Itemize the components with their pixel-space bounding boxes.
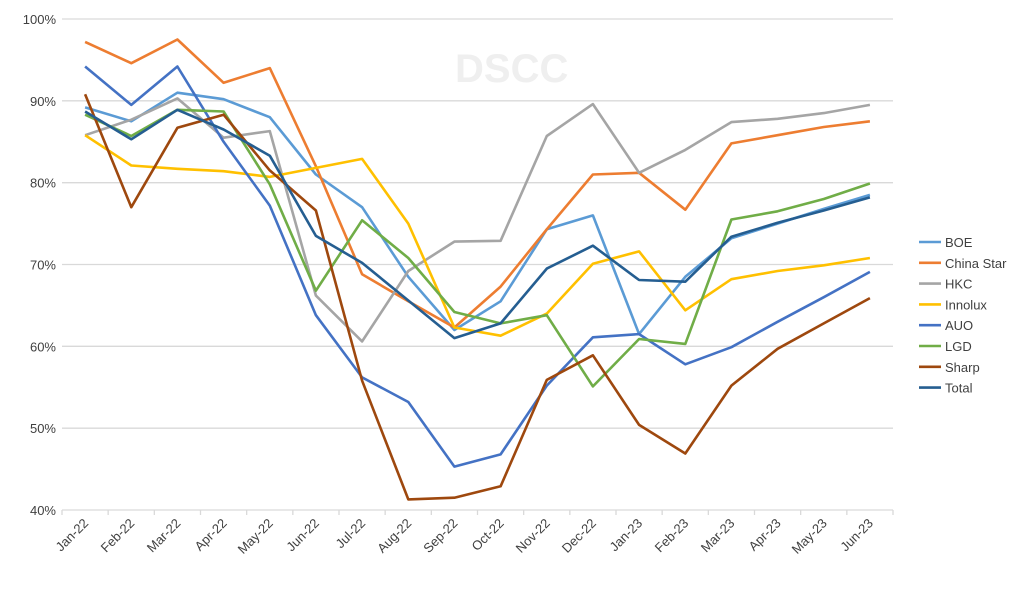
legend-label: China Star	[945, 256, 1007, 271]
x-tick-label: Jun-22	[283, 516, 322, 555]
y-tick-label: 60%	[30, 339, 56, 354]
x-tick-label: Jul-22	[333, 516, 369, 552]
legend-item: AUO	[919, 318, 973, 333]
series-line-lgd	[84, 108, 871, 388]
legend-item: Innolux	[919, 297, 987, 312]
x-tick-label: Jan-23	[606, 516, 645, 555]
series-line-total	[84, 108, 871, 340]
x-tick-label: Jan-22	[52, 516, 91, 555]
series-line-auo	[84, 65, 871, 468]
x-tick-label: Nov-22	[513, 516, 553, 556]
y-tick-label: 100%	[23, 12, 57, 27]
x-tick-label: Mar-22	[144, 516, 184, 556]
x-tick-label: May-23	[789, 516, 830, 557]
legend-label: LGD	[945, 339, 972, 354]
legend-item: Total	[919, 381, 973, 396]
series-line-china-star	[84, 38, 871, 329]
legend-item: Sharp	[919, 360, 980, 375]
series-line-boe	[84, 91, 871, 336]
legend-label: Innolux	[945, 297, 987, 312]
watermark: DSCC	[455, 47, 568, 91]
series-line-sharp	[83, 93, 871, 501]
x-tick-label: Mar-23	[698, 516, 738, 556]
x-tick-label: Apr-22	[191, 516, 229, 554]
legend-label: BOE	[945, 235, 973, 250]
y-tick-label: 50%	[30, 421, 56, 436]
x-tick-label: Apr-23	[745, 516, 783, 554]
x-tick-label: Aug-22	[374, 516, 414, 556]
x-tick-label: Feb-22	[98, 516, 138, 556]
y-tick-label: 40%	[30, 503, 56, 518]
x-tick-label: Dec-22	[559, 516, 599, 556]
y-tick-label: 80%	[30, 176, 56, 191]
series-line-hkc	[84, 97, 871, 343]
legend-label: Total	[945, 381, 973, 396]
y-tick-label: 70%	[30, 258, 56, 273]
x-tick-label: May-22	[235, 516, 276, 557]
legend-label: AUO	[945, 318, 973, 333]
x-tick-label: Sep-22	[420, 516, 460, 556]
y-tick-label: 90%	[30, 94, 56, 109]
x-tick-label: Feb-23	[652, 516, 692, 556]
legend-label: Sharp	[945, 360, 980, 375]
legend-item: BOE	[919, 235, 973, 250]
x-tick-label: Jun-23	[837, 516, 876, 555]
legend-item: HKC	[919, 277, 972, 292]
legend-item: China Star	[919, 256, 1007, 271]
x-tick-label: Oct-22	[469, 516, 507, 554]
legend-label: HKC	[945, 277, 972, 292]
legend-item: LGD	[919, 339, 972, 354]
